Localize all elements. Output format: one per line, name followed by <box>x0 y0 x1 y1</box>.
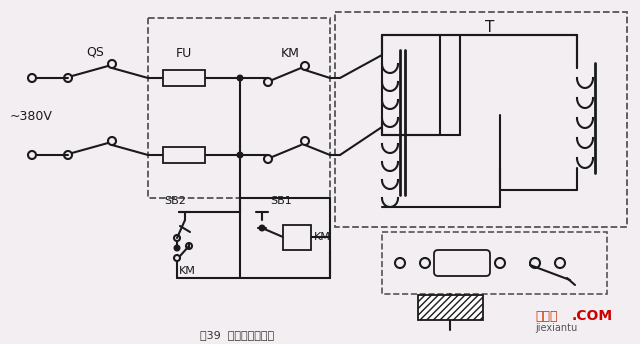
Text: 图39  电焊机接线方法: 图39 电焊机接线方法 <box>200 330 274 340</box>
Bar <box>163 147 205 163</box>
Circle shape <box>237 152 243 158</box>
Text: jiexiantu: jiexiantu <box>535 323 577 333</box>
Text: KM: KM <box>179 266 195 276</box>
Circle shape <box>174 245 180 251</box>
Text: SB1: SB1 <box>270 196 292 206</box>
Text: KM: KM <box>314 232 331 242</box>
FancyBboxPatch shape <box>434 250 490 276</box>
Text: KM: KM <box>280 47 300 60</box>
Text: 接线图: 接线图 <box>535 310 557 323</box>
Bar <box>283 225 311 250</box>
Circle shape <box>237 75 243 81</box>
Text: FU: FU <box>176 47 192 60</box>
Text: SB2: SB2 <box>164 196 186 206</box>
Text: ~380V: ~380V <box>10 109 53 122</box>
Circle shape <box>259 225 265 231</box>
Text: QS: QS <box>86 45 104 58</box>
Text: T: T <box>485 20 495 35</box>
Text: .COM: .COM <box>572 309 613 323</box>
Bar <box>418 295 483 320</box>
Bar <box>163 70 205 86</box>
